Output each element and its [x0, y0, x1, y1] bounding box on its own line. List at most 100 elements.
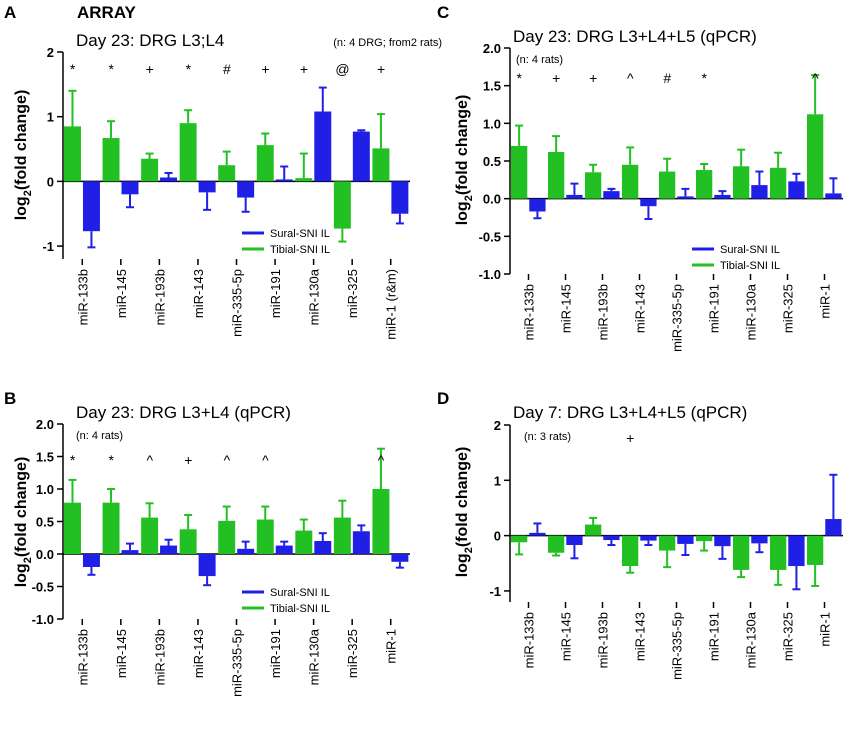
x-tick-label: miR-1 (r&m)	[384, 269, 399, 340]
significance-marker: +	[626, 430, 634, 446]
y-axis-label: log2(fold change)	[454, 95, 475, 226]
bar-tibial	[733, 535, 750, 570]
y-axis-label: log2(fold change)	[454, 447, 475, 578]
x-tick-label: miR-193b	[152, 269, 167, 325]
significance-marker: +	[377, 61, 385, 77]
y-tick-label: 0	[494, 529, 501, 544]
y-axis-label: log2(fold change)	[13, 90, 34, 221]
chart-note: (n: 3 rats)	[524, 431, 571, 443]
x-tick-label: miR-133b	[522, 612, 537, 668]
chart-note: (n: 4 DRG; from2 rats)	[333, 37, 442, 49]
bar-sural	[825, 193, 842, 199]
legend-label: Sural-SNI IL	[270, 228, 330, 240]
bar-tibial	[102, 138, 120, 182]
bar-sural	[603, 191, 620, 199]
legend-label: Tibial-SNI IL	[720, 260, 780, 272]
chart-panel-c: C Day 23: DRG L3+L4+L5 (qPCR) (n: 4 rats) l…	[437, 3, 843, 352]
significance-marker: ^	[224, 452, 231, 468]
bar-sural	[237, 548, 255, 554]
x-tick-label: miR-145	[114, 629, 129, 678]
significance-marker: *	[70, 452, 76, 468]
bar-tibial	[295, 530, 313, 554]
y-tick-label: -1	[42, 239, 54, 254]
x-tick-label: miR-191	[268, 269, 283, 318]
bar-sural	[198, 554, 216, 577]
legend: Sural-SNI IL Tibial-SNI IL	[242, 228, 330, 256]
bar-sural	[714, 194, 731, 199]
bar-sural	[603, 535, 620, 541]
bar-sural	[751, 535, 768, 544]
bar-tibial	[333, 181, 351, 229]
bar-tibial	[102, 502, 120, 554]
bar-tibial	[218, 165, 236, 182]
x-tick-label: miR-145	[559, 612, 574, 661]
y-tick-label: 1	[494, 473, 501, 488]
bar-sural	[121, 550, 139, 554]
bar-tibial	[141, 158, 159, 182]
significance-marker: ^	[378, 452, 385, 468]
x-tick-label: miR-325	[781, 612, 796, 661]
y-tick-label: 1.5	[483, 79, 501, 94]
x-tick-label: miR-133b	[75, 629, 90, 685]
bar-tibial	[141, 517, 159, 554]
bar-sural	[391, 554, 409, 562]
y-tick-label: 1.5	[36, 450, 54, 465]
y-tick-label: 2.0	[36, 417, 54, 432]
y-tick-label: 0.0	[483, 192, 501, 207]
bar-sural	[677, 196, 694, 199]
x-tick-label: miR-145	[559, 284, 574, 333]
bar-sural	[566, 535, 583, 546]
x-tick-label: miR-325	[781, 284, 796, 333]
bar-sural	[160, 177, 178, 182]
bar-tibial	[372, 148, 390, 182]
bar-tibial	[622, 535, 639, 567]
significance-marker: +	[552, 70, 560, 86]
chart-panel-b: B Day 23: DRG L3+L4 (qPCR) (n: 4 rats) log2…	[4, 389, 410, 697]
x-tick-label: miR-130a	[307, 628, 322, 685]
y-axis-label: log2(fold change)	[13, 457, 34, 588]
chart-panel-d: D Day 7: DRG L3+L4+L5 (qPCR) (n: 3 rats) lo…	[437, 389, 843, 680]
x-tick-label: miR-143	[633, 612, 648, 661]
bar-sural	[121, 181, 139, 195]
x-tick-label: miR-193b	[596, 284, 611, 340]
significance-marker: +	[589, 70, 597, 86]
chart-title: Day 23: DRG L3;L4	[76, 31, 224, 50]
y-tick-label: 1	[47, 110, 54, 125]
bar-tibial	[295, 178, 313, 182]
bar-sural	[391, 181, 409, 214]
bar-tibial	[333, 517, 351, 554]
significance-marker: ^	[262, 452, 269, 468]
bar-sural	[529, 198, 546, 212]
bar-sural	[275, 545, 293, 554]
bar-sural	[714, 535, 731, 547]
significance-marker: *	[108, 61, 114, 77]
bar-tibial	[622, 164, 639, 199]
x-tick-label: miR-335-5p	[670, 284, 685, 352]
legend-label: Sural-SNI IL	[720, 244, 780, 256]
significance-marker: ^	[627, 70, 634, 86]
x-tick-label: miR-130a	[744, 283, 759, 340]
panel-letter: A	[4, 3, 16, 22]
bar-tibial	[256, 519, 274, 554]
y-tick-label: -1.0	[32, 612, 54, 627]
y-tick-label: 0.0	[36, 547, 54, 562]
bar-tibial	[218, 520, 236, 554]
bar-sural	[566, 194, 583, 199]
bar-tibial	[659, 171, 676, 199]
bar-tibial	[807, 114, 824, 199]
x-tick-label: miR-1	[818, 284, 833, 319]
bar-tibial	[179, 123, 197, 182]
chart-title: Day 23: DRG L3+L4+L5 (qPCR)	[513, 27, 757, 46]
significance-marker: +	[300, 61, 308, 77]
bar-tibial	[585, 172, 602, 199]
bar-tibial	[733, 166, 750, 199]
y-tick-label: -1	[489, 584, 501, 599]
y-tick-label: 0.5	[36, 515, 54, 530]
significance-marker: *	[517, 70, 523, 86]
bar-sural	[529, 532, 546, 536]
x-tick-label: miR-143	[191, 629, 206, 678]
legend-label: Tibial-SNI IL	[270, 603, 330, 615]
significance-marker: +	[184, 452, 192, 468]
panel-letter: C	[437, 3, 449, 22]
